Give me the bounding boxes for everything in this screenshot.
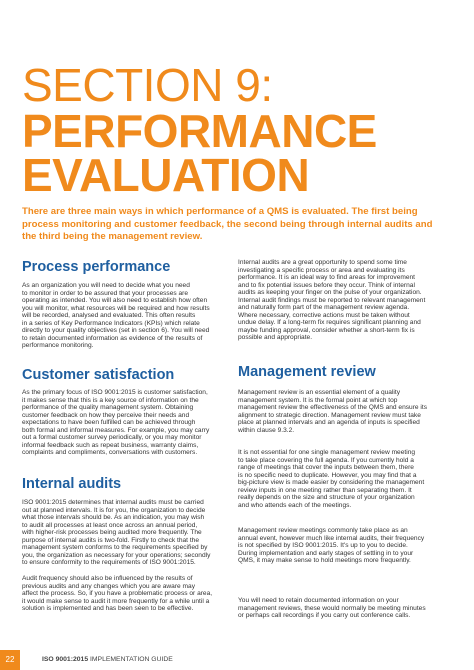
text-line: complaints and compliments, conversation… [22,449,198,457]
text-line: investigating a specific process or area… [238,266,405,274]
text-line: As the primary focus of ISO 9001:2015 is… [22,389,208,396]
text-line: You will need to retain documented infor… [238,597,399,604]
text-line: and to fix potential issues before they … [238,281,415,289]
text-line: operating as intended. You will also nee… [22,297,208,305]
heading: Process performance [22,259,171,275]
text-line: During implementation and early stages o… [238,549,414,557]
text-line: affect the process. So, if you have a pr… [22,590,213,598]
text-line: it would make sense to audit it more fre… [22,597,210,605]
text-line: management system conforms to the requir… [22,544,208,552]
heading: Management review [238,364,376,380]
footer: ISO 9001:2015 IMPLEMENTATION GUIDE [42,656,173,663]
text-line: or perhaps call recordings if you carry … [238,612,411,620]
text-line: process monitoring and customer feedback… [22,218,433,230]
text-line: management system. It is the formal poin… [238,396,398,404]
paragraph: As the primary focus of ISO 9001:2015 is… [22,389,209,457]
text-line: possible and appropriate. [238,334,313,342]
text-line: you will monitor, what resources will be… [22,304,210,312]
text-line: Management review meetings commonly take… [238,527,408,534]
text-line: ISO 9001:2015 determines that internal a… [22,499,204,506]
text-line: the third being the management review. [22,231,203,242]
text-line: what those intervals should be. As an in… [22,514,205,522]
text-line: and naturally form part of the managemen… [238,304,410,312]
text-line: within clause 9.3.2. [238,426,295,434]
paragraph: As an organization you will need to deci… [22,282,210,350]
footer-bold: ISO 9001:2015 [42,656,89,663]
text-line: range of meetings that cover the inputs … [238,464,414,472]
text-line: Audit frequency should also be influence… [22,575,193,582]
text-line: Management review is an essential elemen… [238,389,401,396]
text-line: out a formal customer survey periodicall… [22,434,202,442]
paragraph: You will need to retain documented infor… [238,597,426,620]
text-line: you, the organization as necessary for y… [22,551,211,559]
paragraph: Management review meetings commonly take… [238,527,424,565]
heading: Internal audits [22,476,122,492]
text-line: purpose of internal audits is two-fold. … [22,536,200,544]
text-line: review inputs in one meeting rather than… [238,486,412,494]
text-line: performance monitoring. [22,342,94,350]
text-line: performance of the quality management sy… [22,404,194,412]
text-line: maybe funding approval, consider whether… [238,326,415,334]
text-line: alignment to strategic direction. Manage… [238,411,421,419]
text-line: annual event, however much like internal… [238,534,425,542]
text-line: is not specified by ISO 9001:2015. It's … [238,542,408,550]
text-line: is no specific need to duplicate. Howeve… [238,471,417,479]
page-number: 22 [0,650,20,670]
paragraph: Internal audits are a great opportunity … [238,259,425,342]
text-line: to take place covering the full agenda. … [238,456,414,464]
text-line: to audit all processes at least once acr… [22,521,198,529]
paragraph: Management review is an essential elemen… [238,389,427,434]
text-line: management reviews, these would normally… [238,604,426,612]
text-line: It is not essential for one single manag… [238,449,416,456]
paragraph: ISO 9001:2015 determines that internal a… [22,499,210,567]
text-line: informal feedback such as repeat busines… [22,441,199,449]
text-line: expectations to have been fulfilled can … [22,419,196,427]
text-line: to monitor in order to be assured that y… [22,289,189,297]
text-line: directly to your quality objectives (set… [22,327,210,335]
text-line: place at planned intervals and an agenda… [238,419,420,427]
text-line: management review the effectiveness of t… [238,404,428,412]
title-line: EVALUATION [22,149,310,201]
text-line: As an organization you will need to deci… [22,282,190,289]
title-line: SECTION 9: [22,59,273,111]
text-line: Internal audit findings must be reported… [238,296,426,304]
heading: Customer satisfaction [22,367,175,383]
intro: There are three main ways in which perfo… [22,206,462,244]
text-line: undue delay. If a long-term fix requires… [238,319,421,327]
paragraph: Audit frequency should also be influence… [22,575,212,613]
text-line: audits as keeping your finger on the pul… [238,289,422,297]
text-line: QMS, it may make sense to hold meetings … [238,557,411,565]
text-line: to retain documented information as evid… [22,334,203,342]
text-line: Where necessary, corrective actions must… [238,311,410,319]
text-line: customer feedback on how they perceive t… [22,411,190,419]
text-line: previous audits and any changes which yo… [22,582,196,590]
text-line: out at planned intervals. It is for you,… [22,506,206,514]
text-line: and who attends each of the meetings. [238,501,352,509]
text-line: will be recorded, analysed and evaluated… [22,312,196,320]
text-line: solution is implemented and has been see… [22,605,194,613]
text-line: Internal audits are a great opportunity … [238,259,407,266]
text-line: big-picture view is made easier by consi… [238,479,425,487]
text-line: both formal and informal measures. For e… [22,426,210,434]
text-line: it makes sense that this is a key source… [22,396,199,404]
title-line: PERFORMANCE [22,105,377,157]
paragraph: It is not essential for one single manag… [238,449,424,509]
text-line: to ensure conformity to the requirements… [22,559,196,567]
text-line: performance. It is an ideal way to find … [238,274,416,282]
text-line: with higher-risk processes being audited… [22,529,202,537]
footer-text: IMPLEMENTATION GUIDE [90,656,173,663]
text-line: There are three main ways in which perfo… [22,206,418,217]
text-line: in a series of Key Performance Indicator… [22,319,200,327]
text-line: really depends on the size and structure… [238,494,415,502]
